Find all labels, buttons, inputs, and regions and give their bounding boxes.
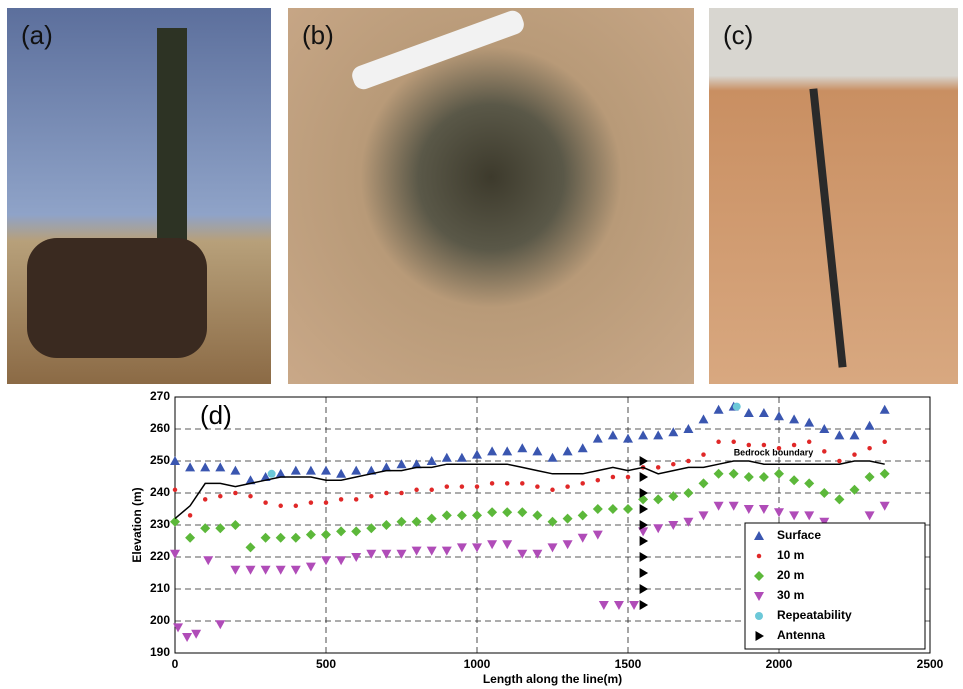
data-point xyxy=(852,452,857,457)
panel-label: (a) xyxy=(21,20,53,51)
data-point xyxy=(384,491,389,496)
data-point xyxy=(520,481,525,486)
legend-label: 30 m xyxy=(777,588,804,602)
x-tick-label: 500 xyxy=(316,657,336,671)
legend-marker xyxy=(755,612,763,620)
data-point xyxy=(268,470,276,478)
data-point xyxy=(399,491,404,496)
data-point xyxy=(475,484,480,489)
panel-label: (d) xyxy=(200,400,232,430)
y-tick-label: 250 xyxy=(150,453,170,467)
data-point xyxy=(671,462,676,467)
photo-c: (c) xyxy=(709,8,958,384)
tractor xyxy=(27,238,207,358)
data-point xyxy=(822,449,827,454)
data-point xyxy=(867,446,872,451)
data-point xyxy=(188,513,193,518)
y-tick-label: 240 xyxy=(150,485,170,499)
data-point xyxy=(550,488,555,493)
legend-label: Surface xyxy=(777,528,821,542)
data-point xyxy=(565,484,570,489)
x-tick-label: 2000 xyxy=(766,657,793,671)
data-point xyxy=(716,440,721,445)
annotation: Bedrock boundary xyxy=(734,447,814,457)
data-point xyxy=(837,459,842,464)
data-point xyxy=(731,440,736,445)
data-point xyxy=(580,481,585,486)
x-tick-label: 0 xyxy=(172,657,179,671)
y-tick-label: 190 xyxy=(150,645,170,659)
data-point xyxy=(233,491,238,496)
data-point xyxy=(611,475,616,480)
data-point xyxy=(278,504,283,509)
y-tick-label: 220 xyxy=(150,549,170,563)
data-point xyxy=(596,478,601,483)
data-point xyxy=(490,481,495,486)
x-tick-label: 1000 xyxy=(464,657,491,671)
data-point xyxy=(807,440,812,445)
data-point xyxy=(882,440,887,445)
data-point xyxy=(626,475,631,480)
legend-box xyxy=(745,523,925,649)
y-tick-label: 210 xyxy=(150,581,170,595)
data-point xyxy=(535,484,540,489)
data-point xyxy=(460,484,465,489)
data-point xyxy=(324,500,329,505)
legend-marker xyxy=(757,554,762,559)
data-point xyxy=(414,488,419,493)
data-point xyxy=(505,481,510,486)
data-point xyxy=(203,497,208,502)
data-point xyxy=(701,452,706,457)
data-point xyxy=(339,497,344,502)
legend-label: 20 m xyxy=(777,568,804,582)
y-axis-label: Elevation (m) xyxy=(130,487,144,562)
x-tick-label: 2500 xyxy=(917,657,944,671)
data-point xyxy=(294,504,299,509)
y-tick-label: 260 xyxy=(150,421,170,435)
legend-label: 10 m xyxy=(777,548,804,562)
legend-label: Antenna xyxy=(777,628,825,642)
data-point xyxy=(354,497,359,502)
data-point xyxy=(263,500,268,505)
chart: 0 500 1000 1500 2000 2500 190 200 210 220 230 240 25… xyxy=(0,384,963,689)
panel-label: (b) xyxy=(302,20,334,51)
data-point xyxy=(445,484,450,489)
x-axis-label: Length along the line(m) xyxy=(483,672,622,686)
data-point xyxy=(218,494,223,499)
data-point xyxy=(656,465,661,470)
y-tick-label: 200 xyxy=(150,613,170,627)
legend-label: Repeatability xyxy=(777,608,852,622)
data-point xyxy=(369,494,374,499)
panel-label: (c) xyxy=(723,20,753,51)
data-point xyxy=(248,494,253,499)
y-tick-label: 270 xyxy=(150,389,170,403)
data-point xyxy=(429,488,434,493)
x-tick-label: 1500 xyxy=(615,657,642,671)
data-point xyxy=(686,459,691,464)
figure: (a) (b) (c) 0 500 1000 1500 2000 2500 190 200 21… xyxy=(0,0,963,689)
y-tick-label: 230 xyxy=(150,517,170,531)
photo-a: (a) xyxy=(7,8,271,384)
cable xyxy=(809,88,846,367)
pipe xyxy=(349,8,526,92)
photo-b: (b) xyxy=(288,8,694,384)
data-point xyxy=(173,488,178,493)
data-point xyxy=(309,500,314,505)
data-point xyxy=(733,403,741,411)
